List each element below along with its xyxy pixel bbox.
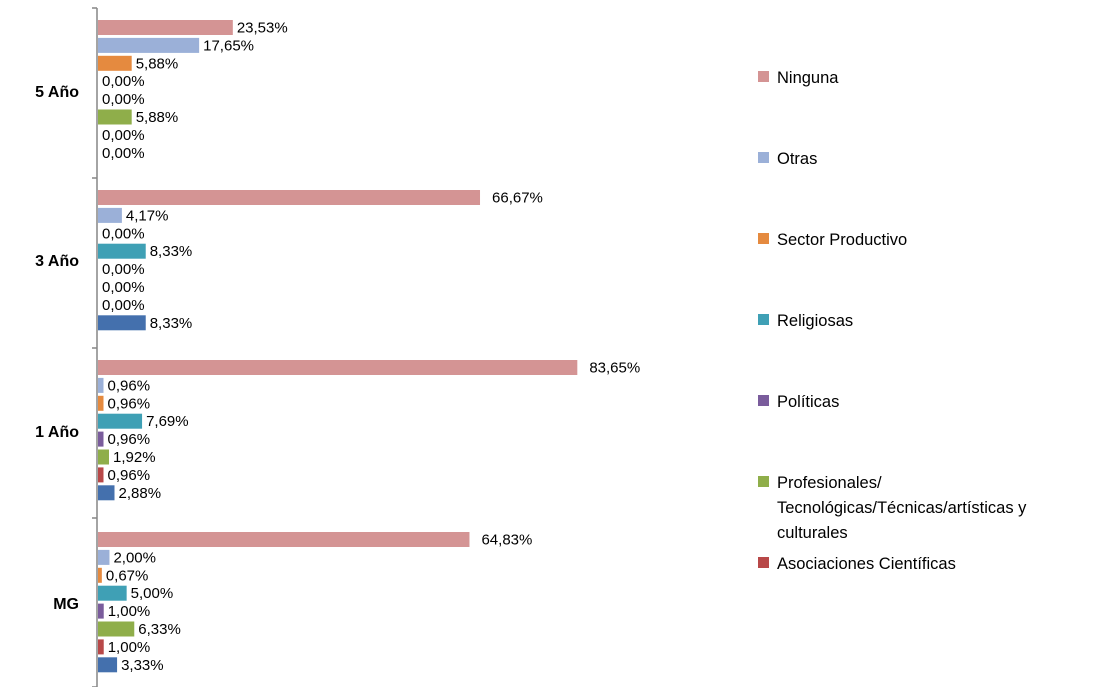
data-label: 1,00%: [108, 603, 151, 620]
data-label: 64,83%: [481, 531, 532, 548]
data-label: 3,33%: [121, 657, 164, 674]
legend-swatch: [758, 395, 769, 406]
bar: [98, 603, 104, 619]
legend-swatch: [758, 71, 769, 82]
data-label: 6,33%: [138, 621, 181, 638]
legend-swatch: [758, 557, 769, 568]
data-label: 2,00%: [113, 549, 156, 566]
legend-label: Profesionales/ Tecnológicas/Técnicas/art…: [777, 474, 1027, 542]
bar: [98, 413, 143, 429]
legend-label: Otras: [777, 150, 818, 168]
data-label: 2,88%: [119, 485, 162, 502]
data-label: 5,88%: [136, 109, 179, 126]
legend-label: Asociaciones Científicas: [777, 555, 956, 573]
data-label: 0,00%: [102, 145, 145, 162]
bar: [98, 621, 135, 637]
legend-label: Religiosas: [777, 312, 854, 330]
data-label: 0,00%: [102, 297, 145, 314]
bar: [98, 467, 104, 483]
bar: [98, 243, 146, 259]
bar: [98, 377, 104, 393]
data-label: 0,00%: [102, 127, 145, 144]
data-label: 1,92%: [113, 449, 156, 466]
bar: [98, 485, 115, 501]
data-label: 0,00%: [102, 73, 145, 90]
data-label: 0,00%: [102, 261, 145, 278]
data-label: 0,00%: [102, 225, 145, 242]
data-label: 5,88%: [136, 55, 179, 72]
data-label: 83,65%: [589, 359, 640, 376]
legend-label: Ninguna: [777, 69, 839, 87]
legend-label: Sector Productivo: [777, 231, 908, 249]
legend-swatch: [758, 152, 769, 163]
category-label: 1 Año: [35, 424, 79, 441]
bar: [98, 431, 104, 447]
data-label: 5,00%: [131, 585, 174, 602]
legend-swatch: [758, 314, 769, 325]
data-label: 17,65%: [203, 37, 254, 54]
legend-item: Políticas: [758, 390, 1077, 415]
bar: [98, 567, 102, 583]
data-label: 8,33%: [150, 243, 193, 260]
data-label: 0,67%: [106, 567, 149, 584]
data-label: 66,67%: [492, 189, 543, 206]
category-label: MG: [53, 596, 79, 613]
legend-item: Religiosas: [758, 309, 1077, 334]
bar: [98, 449, 110, 465]
legend-label: Políticas: [777, 393, 840, 411]
bar: [98, 207, 122, 223]
data-label: 1,00%: [108, 639, 151, 656]
category-label: 5 Año: [35, 84, 79, 101]
legend-swatch: [758, 476, 769, 487]
legend-item: Asociaciones Científicas: [758, 552, 1077, 577]
data-label: 0,96%: [108, 395, 151, 412]
bar-chart: 23,53%17,65%5,88%0,00%0,00%5,88%0,00%0,0…: [35, 7, 640, 687]
data-label: 7,69%: [146, 413, 189, 430]
legend-item: Otras: [758, 147, 1077, 172]
bar: [98, 532, 470, 547]
bar: [98, 190, 481, 205]
bar: [98, 109, 132, 125]
bar: [98, 360, 578, 375]
data-label: 23,53%: [237, 19, 288, 36]
data-label: 0,00%: [102, 279, 145, 296]
data-label: 8,33%: [150, 315, 193, 332]
bar: [98, 55, 132, 71]
data-label: 0,96%: [108, 377, 151, 394]
legend-swatch: [758, 233, 769, 244]
bar: [98, 20, 233, 35]
data-label: 0,00%: [102, 91, 145, 108]
bar: [98, 395, 104, 411]
bar: [98, 639, 104, 655]
category-label: 3 Año: [35, 253, 79, 270]
legend-item: Sector Productivo: [758, 228, 1077, 253]
bar: [98, 657, 118, 673]
bar: [98, 585, 127, 601]
bar: [98, 315, 146, 331]
data-label: 4,17%: [126, 207, 169, 224]
bar: [98, 549, 110, 565]
legend-item: Profesionales/ Tecnológicas/Técnicas/art…: [758, 471, 1077, 546]
data-label: 0,96%: [108, 431, 151, 448]
data-label: 0,96%: [108, 467, 151, 484]
bar: [98, 37, 200, 53]
legend-item: Ninguna: [758, 66, 1077, 91]
